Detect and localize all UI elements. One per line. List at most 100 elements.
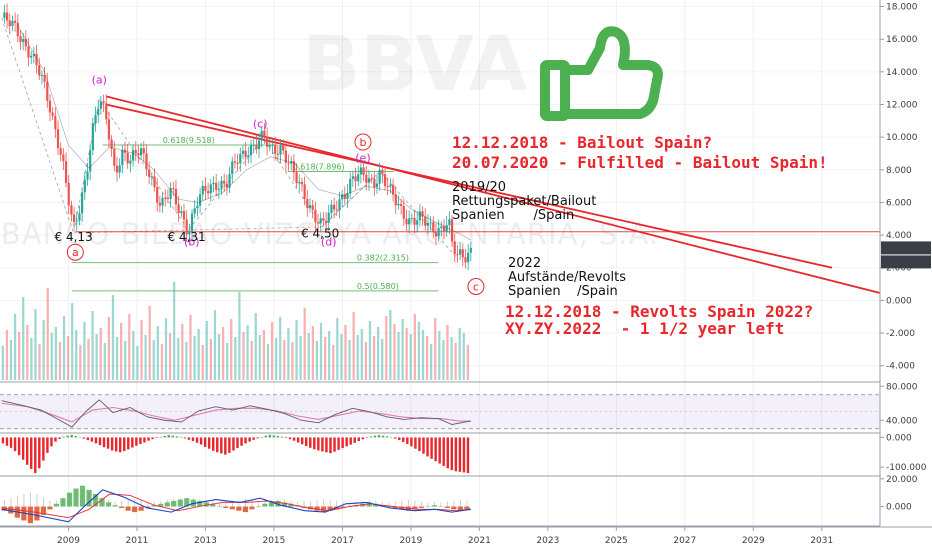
candle-body-48	[129, 160, 132, 164]
candle-body-40	[107, 119, 111, 140]
histogram-bar-19	[78, 436, 81, 438]
oscillator-ref-bar-66	[434, 501, 435, 507]
wave-labels: (a) (b) (c) (d) (e) a b c € 4,13 € 4,31 € 4,50	[55, 73, 485, 295]
candle-body-53	[142, 148, 145, 154]
histogram-axis-tick-0: 0.000	[886, 433, 912, 443]
rescue-annotation-line-3: Spanien /Spain	[452, 208, 575, 223]
candle-body-10	[27, 46, 30, 58]
candle-body-7	[19, 36, 22, 42]
candle-body-15	[40, 75, 44, 77]
candle-body-169	[453, 241, 456, 255]
histogram-bar-4	[17, 437, 21, 456]
volume-bar-93	[381, 339, 384, 380]
histogram-bar-18	[74, 435, 77, 438]
circled-wave-label-0: a	[72, 246, 79, 259]
time-axis[interactable]: 2009 2011 2013 2015 2017 2019 2021 2023 2025 2027…	[0, 526, 932, 550]
volume-bar-106	[434, 318, 437, 380]
oscillator-ref-bar-26	[173, 499, 175, 507]
oscillator-ref-bar-5	[36, 494, 38, 507]
histogram-bar-32	[131, 437, 134, 448]
oscillator-line-1	[1, 489, 471, 523]
volume-bar-32	[132, 331, 135, 380]
rsi-pane	[0, 381, 932, 430]
oscillator-ref-bar-19	[127, 499, 129, 507]
oscillator-axis-tick-0: 20.000	[886, 475, 918, 485]
time-axis-tick-8: 2025	[605, 536, 628, 546]
oscillator-bar-48	[314, 506, 320, 511]
histogram-bar-75	[305, 437, 308, 447]
volume-bar-12	[50, 333, 53, 380]
volume-bar-111	[454, 343, 457, 380]
histogram-bar-100	[406, 437, 409, 444]
volume-bar-35	[144, 335, 147, 380]
histogram-bar-111	[450, 437, 454, 471]
volume-bar-17	[71, 303, 74, 380]
oscillator-ref-bar-48	[316, 499, 318, 507]
oscillator-ref-bar-44	[290, 500, 292, 507]
candle-body-95	[255, 144, 258, 149]
candle-body-135	[362, 167, 365, 175]
oscillator-bar-50	[327, 506, 333, 511]
histogram-bar-81	[329, 437, 332, 454]
fib-label-2: 0.382(2.315)	[357, 254, 409, 263]
volume-bar-42	[173, 282, 176, 380]
candle-body-65	[174, 188, 178, 205]
candle-body-73	[196, 205, 199, 209]
histogram-bar-53	[216, 437, 219, 453]
histogram-bar-15	[62, 436, 65, 438]
volume-bar-2	[9, 340, 13, 380]
candle-body-145	[389, 184, 392, 187]
histogram-bar-14	[58, 437, 61, 439]
price-axis[interactable]: 18.000 16.000 14.000 12.000 10.000 8.000 6.000…	[879, 0, 932, 550]
histogram-bar-28	[114, 437, 118, 452]
volume-bar-77	[315, 341, 319, 380]
histogram-bar-78	[317, 437, 320, 451]
volume-bar-43	[177, 338, 180, 380]
histogram-bar-114	[462, 437, 466, 473]
candle-body-71	[190, 213, 194, 232]
candle-body-94	[252, 144, 255, 146]
candle-body-16	[43, 75, 46, 82]
oscillator-bar-4	[27, 506, 33, 524]
histogram-bar-22	[90, 437, 94, 442]
candle-body-91	[244, 150, 247, 158]
histogram-bar-10	[42, 437, 45, 461]
oscillator-bar-36	[236, 506, 242, 511]
candle-body-126	[338, 199, 341, 211]
histogram-bar-106	[430, 437, 433, 459]
wave-label-3: (d)	[321, 236, 337, 249]
candle-body-118	[316, 222, 320, 224]
oscillator-ref-bar-29	[192, 498, 194, 507]
oscillator-bar-37	[242, 506, 248, 513]
volume-bar-46	[189, 315, 192, 380]
price-axis-tick-0: 18.000	[886, 3, 918, 13]
candle-body-18	[48, 100, 52, 113]
volume-bar-25	[103, 343, 106, 380]
candle-body-137	[367, 178, 371, 183]
volume-bar-34	[140, 320, 143, 380]
volume-bar-54	[221, 327, 225, 380]
candle-body-172	[461, 249, 464, 258]
candle-body-108	[290, 161, 293, 164]
volume-bar-10	[42, 320, 45, 380]
candle-body-133	[357, 174, 360, 182]
candle-body-86	[231, 161, 234, 175]
candle-body-23	[62, 154, 65, 162]
oscillator-ref-bar-52	[342, 501, 344, 507]
candle-body-79	[212, 182, 215, 185]
volume-bar-98	[401, 319, 404, 380]
volume-bar-14	[58, 342, 62, 380]
candle-body-57	[153, 176, 156, 188]
histogram-bar-45	[183, 437, 187, 439]
oscillator-ref-bar-1	[10, 498, 12, 507]
wave-label-4: (e)	[355, 152, 370, 165]
candle-body-12	[32, 53, 35, 56]
oscillator-ref-bar-4	[30, 492, 31, 507]
volume-bar-36	[148, 306, 151, 380]
volume-bar-37	[152, 340, 155, 380]
candle-body-34	[91, 123, 94, 151]
revolts-annotation-line-1: 2022	[508, 256, 542, 271]
histogram-bar-73	[296, 437, 300, 443]
histogram-bar-90	[365, 437, 369, 438]
